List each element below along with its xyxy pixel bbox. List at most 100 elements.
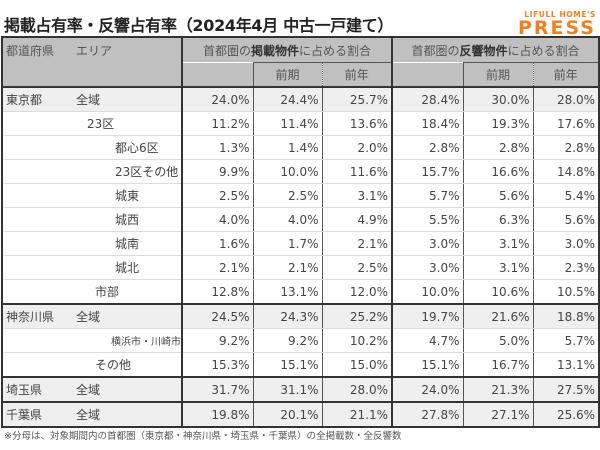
value-cell: 16.7% (462, 352, 534, 378)
value-cell: 1.3% (181, 135, 253, 160)
value-cell: 13.1% (532, 352, 600, 378)
value-cell: 15.7% (391, 159, 464, 184)
table-row: 神奈川県 全域 24.5% 24.3% 25.2% 19.7% 21.6% 18.8% (1, 303, 600, 329)
value-cell: 5.0% (462, 328, 534, 353)
pref-area-cell: その他 (1, 352, 182, 378)
header-listing-prev-year: 前年 (321, 62, 393, 88)
pref-area-cell: 千葉県 全域 (1, 401, 182, 428)
value-cell: 2.5% (252, 183, 322, 208)
value-cell: 31.7% (181, 376, 253, 403)
area-name: 全域 (76, 383, 101, 397)
table-row: 千葉県 全域 19.8% 20.1% 21.1% 27.8% 27.1% 25.6% (1, 401, 600, 428)
value-cell: 30.0% (462, 87, 534, 112)
table-row: 城北 2.1% 2.1% 2.5% 3.0% 3.1% 2.3% (1, 255, 600, 280)
header-pref-area: 都道府県 エリア (1, 37, 182, 63)
value-cell: 28.4% (391, 87, 464, 112)
area-name: 全域 (76, 310, 101, 324)
value-cell: 18.8% (532, 303, 600, 329)
value-cell: 10.5% (532, 279, 600, 305)
value-cell: 3.1% (462, 255, 534, 280)
value-cell: 21.1% (321, 401, 393, 428)
value-cell: 3.1% (321, 183, 393, 208)
value-cell: 2.1% (181, 255, 253, 280)
share-rate-table: 都道府県 エリア 首都圏の掲載物件に占める割合 首都圏の反響物件に占める割合 前期… (1, 36, 600, 428)
value-cell: 25.7% (321, 87, 393, 112)
table-row: 23区 11.2% 11.4% 13.6% 18.4% 19.3% 17.6% (1, 111, 600, 136)
area-name: 全域 (76, 93, 101, 107)
value-cell: 3.0% (391, 231, 464, 256)
value-cell: 3.1% (462, 231, 534, 256)
value-cell: 2.3% (532, 255, 600, 280)
header-listing-share: 首都圏の掲載物件に占める割合 (180, 37, 393, 63)
value-cell: 9.2% (181, 328, 253, 353)
value-cell: 10.0% (391, 279, 464, 305)
table-row: 城西 4.0% 4.0% 4.9% 5.5% 6.3% 5.6% (1, 207, 600, 232)
pref-area-cell: 城南 (1, 231, 182, 256)
value-cell: 18.4% (391, 111, 464, 136)
value-cell: 4.0% (252, 207, 322, 232)
value-cell: 9.9% (181, 159, 253, 184)
value-cell: 11.2% (181, 111, 253, 136)
value-cell: 14.8% (532, 159, 600, 184)
lifull-homes-press-logo: LIFULL HOME'S PRESS (518, 10, 596, 38)
value-cell: 2.8% (462, 135, 534, 160)
value-cell: 15.1% (391, 352, 464, 378)
value-cell: 28.0% (321, 376, 393, 403)
table-row: 城南 1.6% 1.7% 2.1% 3.0% 3.1% 3.0% (1, 231, 600, 256)
pref-area-cell: 東京都 全域 (1, 87, 182, 112)
value-cell: 17.6% (532, 111, 600, 136)
value-cell: 15.0% (321, 352, 393, 378)
value-cell: 6.3% (462, 207, 534, 232)
table-row: 東京都 全域 24.0% 24.4% 25.7% 28.4% 30.0% 28.0% (1, 87, 600, 112)
table-row: 市部 12.8% 13.1% 12.0% 10.0% 10.6% 10.5% (1, 279, 600, 305)
value-cell: 19.8% (181, 401, 253, 428)
value-cell: 21.6% (462, 303, 534, 329)
pref-name: 神奈川県 (6, 310, 55, 324)
value-cell: 3.0% (391, 255, 464, 280)
table-row: 城東 2.5% 2.5% 3.1% 5.7% 5.6% 5.4% (1, 183, 600, 208)
value-cell: 1.6% (181, 231, 253, 256)
pref-area-cell: 23区その他 (1, 159, 182, 184)
pref-area-cell: 都心6区 (1, 135, 182, 160)
logo-bottom-text: PRESS (517, 17, 596, 39)
value-cell: 10.2% (321, 328, 393, 353)
pref-area-cell: 城東 (1, 183, 182, 208)
table-body: 東京都 全域 24.0% 24.4% 25.7% 28.4% 30.0% 28.0% 23区 11… (1, 87, 600, 428)
value-cell: 2.0% (321, 135, 393, 160)
value-cell: 10.0% (252, 159, 322, 184)
value-cell: 24.4% (252, 87, 322, 112)
value-cell: 11.4% (252, 111, 322, 136)
value-cell: 24.3% (252, 303, 322, 329)
table-row: 埼玉県 全域 31.7% 31.1% 28.0% 24.0% 21.3% 27.5% (1, 376, 600, 403)
table-row: 23区その他 9.9% 10.0% 11.6% 15.7% 16.6% 14.8% (1, 159, 600, 184)
value-cell: 2.8% (391, 135, 464, 160)
value-cell: 5.6% (462, 183, 534, 208)
value-cell: 27.5% (532, 376, 600, 403)
pref-area-cell: 市部 (1, 279, 182, 305)
value-cell: 5.4% (532, 183, 600, 208)
value-cell: 4.0% (181, 207, 253, 232)
pref-name: 埼玉県 (6, 383, 43, 397)
value-cell: 15.3% (181, 352, 253, 378)
value-cell: 5.7% (532, 328, 600, 353)
value-cell: 27.1% (462, 401, 534, 428)
page-title: 掲載占有率・反響占有率（2024年4月 中古一戸建て） (4, 16, 394, 35)
header-response-share: 首都圏の反響物件に占める割合 (391, 37, 600, 63)
value-cell: 2.5% (321, 255, 393, 280)
value-cell: 3.0% (532, 231, 600, 256)
value-cell: 2.5% (181, 183, 253, 208)
value-cell: 5.5% (391, 207, 464, 232)
value-cell: 12.0% (321, 279, 393, 305)
value-cell: 1.7% (252, 231, 322, 256)
value-cell: 27.8% (391, 401, 464, 428)
value-cell: 12.8% (181, 279, 253, 305)
value-cell: 13.1% (252, 279, 322, 305)
value-cell: 24.0% (391, 376, 464, 403)
header-response-prev-period: 前期 (462, 62, 534, 88)
value-cell: 15.1% (252, 352, 322, 378)
value-cell: 10.6% (462, 279, 534, 305)
value-cell: 5.7% (391, 183, 464, 208)
pref-area-cell: 23区 (1, 111, 182, 136)
value-cell: 28.0% (532, 87, 600, 112)
pref-area-cell: 埼玉県 全域 (1, 376, 182, 403)
